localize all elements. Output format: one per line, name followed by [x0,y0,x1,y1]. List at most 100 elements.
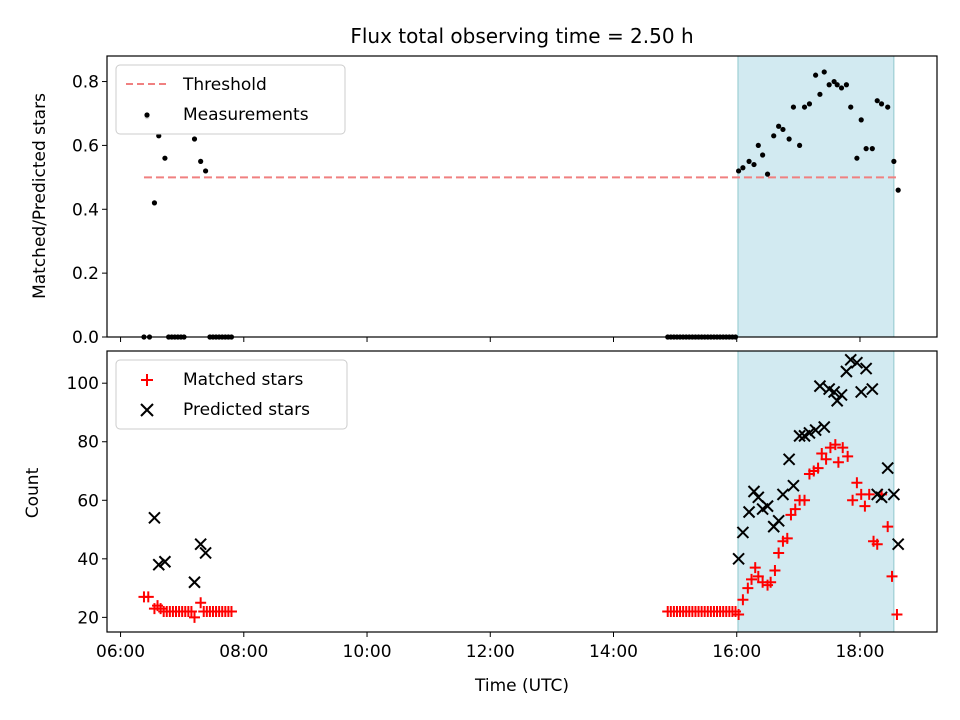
matched-star-point [863,488,875,500]
measurement-point [806,101,813,107]
top-panel: 0.00.20.40.60.8 Matched/Predicted stars … [30,55,938,348]
matched-star-point [737,594,749,606]
predicted-star-point [850,356,864,369]
bottom-legend-box [115,359,348,430]
matched-star-point [871,538,883,550]
observing-window-span [737,56,894,337]
y-tick-label: 0.6 [72,136,99,156]
matched-star-point [225,606,237,618]
bottom-predicted-points [148,353,905,589]
measurement-point [764,171,771,177]
measurement-point [826,82,832,88]
measurement-point [790,104,797,110]
y-tick-label: 0.4 [72,200,99,220]
measurement-point [878,101,885,107]
measurement-point [786,136,792,142]
matched-star-point [785,509,797,521]
legend-threshold-label: Threshold [182,75,267,95]
top-y-ticks: 0.0 0.2 0.4 0.6 0.8 [72,73,107,348]
measurement-point [843,82,850,88]
x-tick-label: 18:00 [835,642,884,662]
predicted-star-point [148,511,161,525]
x-tick-label: 12:00 [466,642,515,662]
y-tick-label: 100 [67,374,99,394]
measurement-point [755,142,761,149]
measurement-point [834,82,840,88]
predicted-star-point [742,505,756,519]
predicted-star-point [827,385,841,399]
y-tick-label: 0.8 [72,73,99,93]
measurement-point [813,72,819,78]
measurement-point [191,136,198,142]
measurement-point [746,158,752,164]
legend-matched-label: Matched stars [183,370,303,390]
measurement-point [198,158,204,164]
matched-star-point [733,608,745,620]
legend-predicted-swatch [140,403,154,417]
measurement-point [796,142,803,149]
y-tick-label: 0.0 [72,328,99,348]
predicted-star-point [881,461,894,475]
measurement-point [771,133,777,139]
measurement-point [156,133,162,139]
matched-star-point [859,500,871,512]
predicted-star-point [736,526,750,539]
matched-star-point [832,456,844,468]
top-x-ticks [120,337,861,342]
measurement-point [751,161,757,168]
predicted-star-point [787,479,800,492]
matched-star-point [812,462,824,474]
y-tick-label: 0.2 [72,264,99,284]
measurement-point [780,126,786,133]
y-tick-label: 40 [77,550,99,570]
matched-star-point [891,608,903,620]
matched-star-point [746,573,758,585]
matched-star-point [851,477,863,489]
measurement-point [162,155,168,161]
bottom-panel: 20 40 60 80 100 06:00 08:00 10:00 12:00 14:00 16:… [23,350,938,696]
predicted-star-point [776,488,790,501]
measurement-point [891,158,897,164]
measurement-point [801,104,808,110]
y-tick-label: 20 [77,608,99,628]
measurement-point [848,104,854,110]
matched-star-point [789,503,801,515]
matched-star-point [769,565,781,577]
measurement-point [854,155,860,161]
predicted-star-point [803,426,816,440]
bottom-y-ticks: 20 40 60 80 100 [67,374,107,628]
matched-star-point [195,597,207,609]
x-tick-label: 16:00 [712,642,761,662]
predicted-star-point [875,491,888,504]
x-axis-label: Time (UTC) [474,676,569,696]
matched-star-point [185,606,197,618]
predicted-star-point [813,379,827,393]
predicted-star-point [158,555,172,568]
x-tick-label: 08:00 [219,642,268,662]
top-axes-frame [106,55,938,338]
matched-star-point [882,521,894,533]
y-tick-label: 60 [77,491,99,511]
predicted-star-point [194,537,207,551]
predicted-star-point [761,499,774,513]
top-shaded-span [737,56,895,337]
matched-star-point [837,442,849,454]
measurement-point [885,104,891,110]
top-legend-box [115,64,346,135]
measurement-point [874,98,880,104]
measurement-point [838,85,845,91]
predicted-star-point [891,537,905,551]
matched-star-point [886,570,898,582]
predicted-star-point [844,353,857,366]
top-legend: Threshold Measurements [115,64,346,135]
measurement-point [858,117,864,123]
predicted-star-point [152,558,165,571]
bottom-x-ticks: 06:00 08:00 10:00 12:00 14:00 16:00 18:00 [96,632,884,662]
matched-star-point [799,494,811,506]
x-tick-label: 10:00 [343,642,392,662]
measurement-point [735,168,742,174]
x-tick-label: 14:00 [589,642,638,662]
bottom-legend: Matched stars Predicted stars [115,359,348,430]
y-tick-label: 80 [77,433,99,453]
